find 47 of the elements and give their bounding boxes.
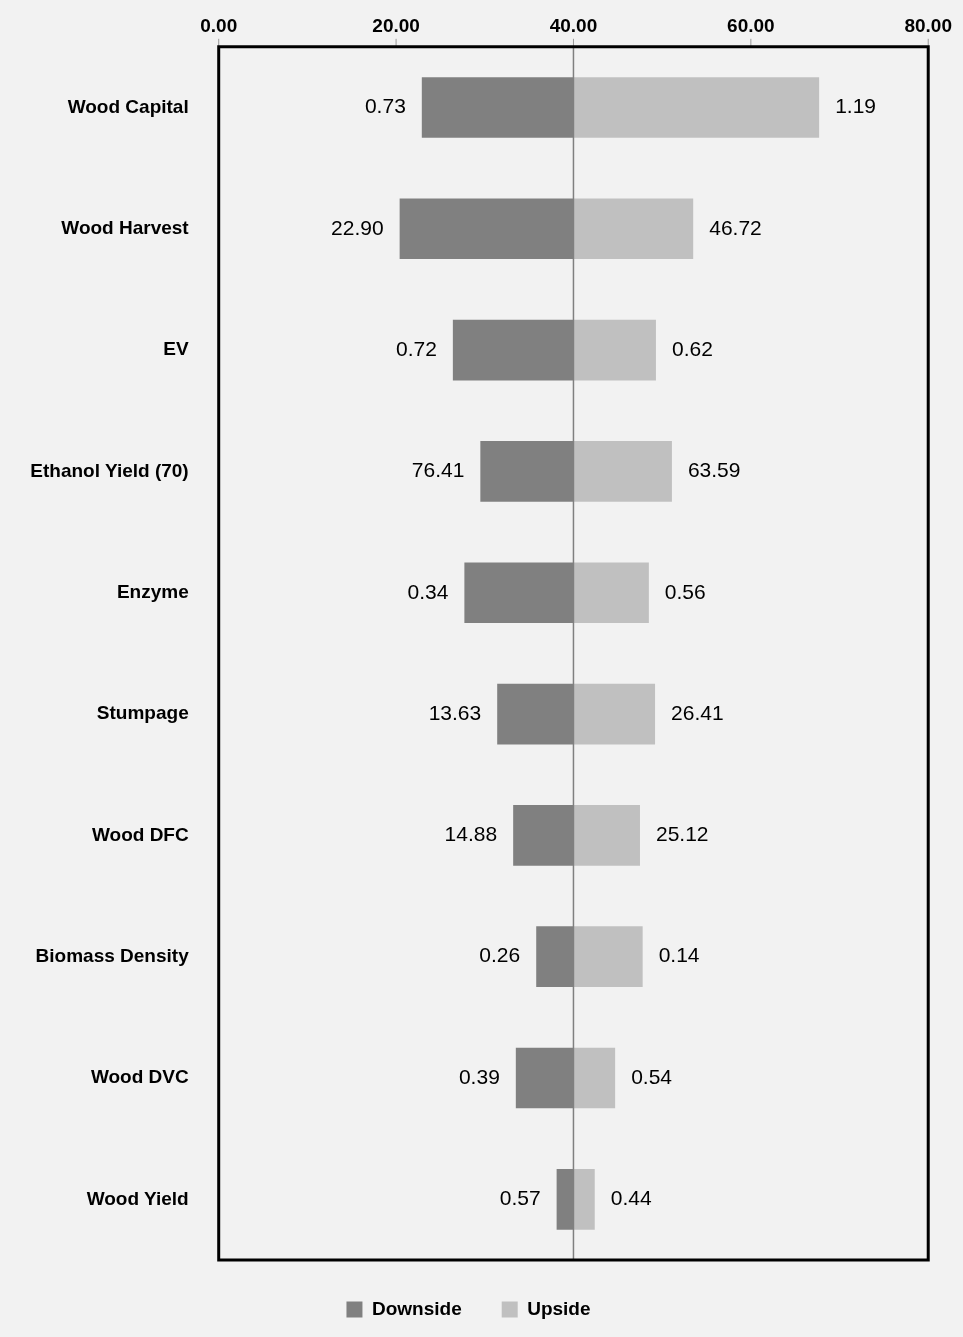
- bar: [573, 441, 672, 502]
- annotation: 13.63: [428, 700, 482, 724]
- bar: [573, 1047, 616, 1109]
- y-tick-label: Stumpage: [96, 702, 189, 724]
- annotation: 0.14: [658, 943, 700, 967]
- bar: [573, 77, 820, 138]
- annotation: 0.57: [499, 1186, 541, 1210]
- annotation: 76.41: [411, 458, 465, 482]
- annotation: 0.56: [664, 579, 706, 603]
- annotation: 22.90: [331, 215, 384, 239]
- y-tick-label: Wood DFC: [91, 823, 189, 845]
- annotation: 0.26: [479, 943, 521, 967]
- bar: [573, 1169, 595, 1230]
- y-tick-label: Enzyme: [116, 580, 189, 602]
- annotation: 63.59: [687, 458, 741, 482]
- x-tick-label: 80.00: [904, 14, 952, 36]
- annotation: 0.73: [364, 94, 406, 118]
- y-tick-label: Ethanol Yield (70): [30, 459, 189, 481]
- x-tick-label: 0.00: [200, 14, 238, 36]
- y-tick-label: Wood Yield: [86, 1187, 189, 1209]
- annotation: 0.39: [458, 1064, 500, 1088]
- x-tick-label: 40.00: [549, 14, 598, 36]
- annotation: 0.44: [610, 1186, 652, 1210]
- x-tick-label: 60.00: [727, 14, 775, 36]
- legend-label: Downside: [371, 1297, 462, 1319]
- y-tick-label: Wood DVC: [90, 1066, 189, 1088]
- bar: [573, 805, 640, 866]
- annotation: 46.72: [709, 215, 762, 239]
- y-tick-label: Wood Harvest: [61, 217, 190, 239]
- bar: [573, 562, 649, 624]
- bar: [573, 198, 694, 260]
- x-tick-label: 20.00: [372, 14, 420, 36]
- annotation: 0.72: [395, 336, 437, 360]
- annotation: 0.62: [671, 336, 713, 360]
- y-tick-label: EV: [163, 338, 190, 360]
- y-tick-label: Wood Capital: [67, 95, 189, 117]
- bar: [573, 319, 656, 381]
- bar: [573, 683, 656, 745]
- bar: [573, 926, 643, 988]
- y-tick-label: Biomass Density: [35, 944, 190, 966]
- annotation: 0.34: [407, 579, 449, 603]
- annotation: 14.88: [444, 822, 498, 846]
- annotation: 1.19: [835, 94, 877, 118]
- annotation: 0.54: [631, 1064, 673, 1088]
- annotation: 26.41: [671, 700, 724, 724]
- legend-label: Upside: [527, 1297, 591, 1319]
- annotation: 25.12: [655, 822, 709, 846]
